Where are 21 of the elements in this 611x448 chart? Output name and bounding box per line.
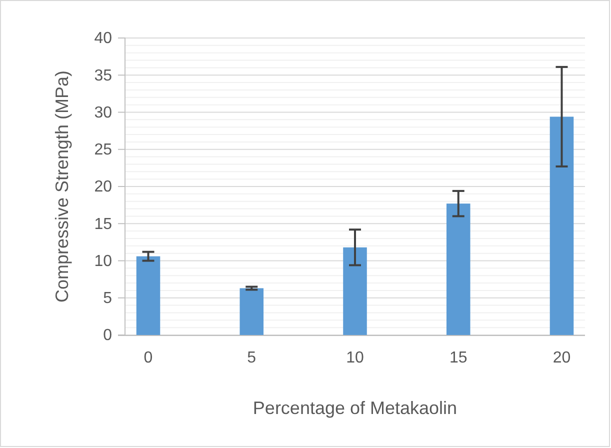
x-tick-label: 0 [144, 349, 153, 366]
bar [550, 116, 574, 335]
y-tick-label: 20 [94, 178, 112, 196]
y-tick-label: 15 [94, 216, 112, 233]
bar [343, 247, 367, 335]
y-tick-label: 40 [94, 30, 112, 48]
bar [446, 204, 470, 335]
x-tick-label: 10 [346, 349, 364, 366]
x-tick-label: 20 [552, 349, 571, 366]
x-tick-label: 15 [449, 349, 468, 366]
x-axis-title: Percentage of Metakaolin [252, 398, 458, 418]
y-tick-label: 5 [103, 290, 112, 307]
y-tick-label: 35 [94, 67, 112, 84]
y-tick-label: 25 [94, 141, 112, 158]
y-tick-label: 0 [103, 327, 112, 344]
y-tick-label: 10 [94, 252, 112, 270]
bar [136, 256, 160, 335]
x-tick-label: 5 [247, 349, 256, 366]
y-tick-label: 30 [94, 104, 112, 122]
y-axis-title: Compressive Strength (MPa) [52, 70, 72, 303]
bar [240, 288, 264, 335]
